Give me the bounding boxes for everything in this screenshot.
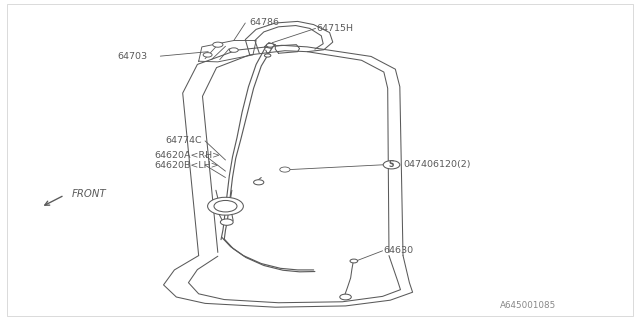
Circle shape [383, 161, 400, 169]
Text: S: S [389, 160, 394, 169]
Circle shape [266, 44, 274, 47]
Circle shape [350, 259, 358, 263]
Text: FRONT: FRONT [72, 189, 107, 199]
Text: A645001085: A645001085 [500, 301, 556, 310]
Circle shape [229, 48, 238, 52]
Text: 64715H: 64715H [317, 24, 354, 33]
Circle shape [203, 52, 212, 57]
Circle shape [207, 197, 243, 215]
Text: 64630: 64630 [384, 246, 414, 255]
Text: 64703: 64703 [118, 52, 148, 60]
Circle shape [280, 167, 290, 172]
Circle shape [340, 294, 351, 300]
Text: 64620A<RH>: 64620A<RH> [154, 151, 220, 160]
Circle shape [253, 180, 264, 185]
Circle shape [264, 54, 271, 57]
Circle shape [214, 200, 237, 212]
Text: 64786: 64786 [250, 19, 280, 28]
Text: 64774C: 64774C [166, 136, 202, 145]
Circle shape [212, 42, 223, 47]
Text: 64620B<LH>: 64620B<LH> [154, 161, 219, 170]
Circle shape [220, 219, 233, 225]
Text: 047406120(2): 047406120(2) [403, 160, 470, 169]
